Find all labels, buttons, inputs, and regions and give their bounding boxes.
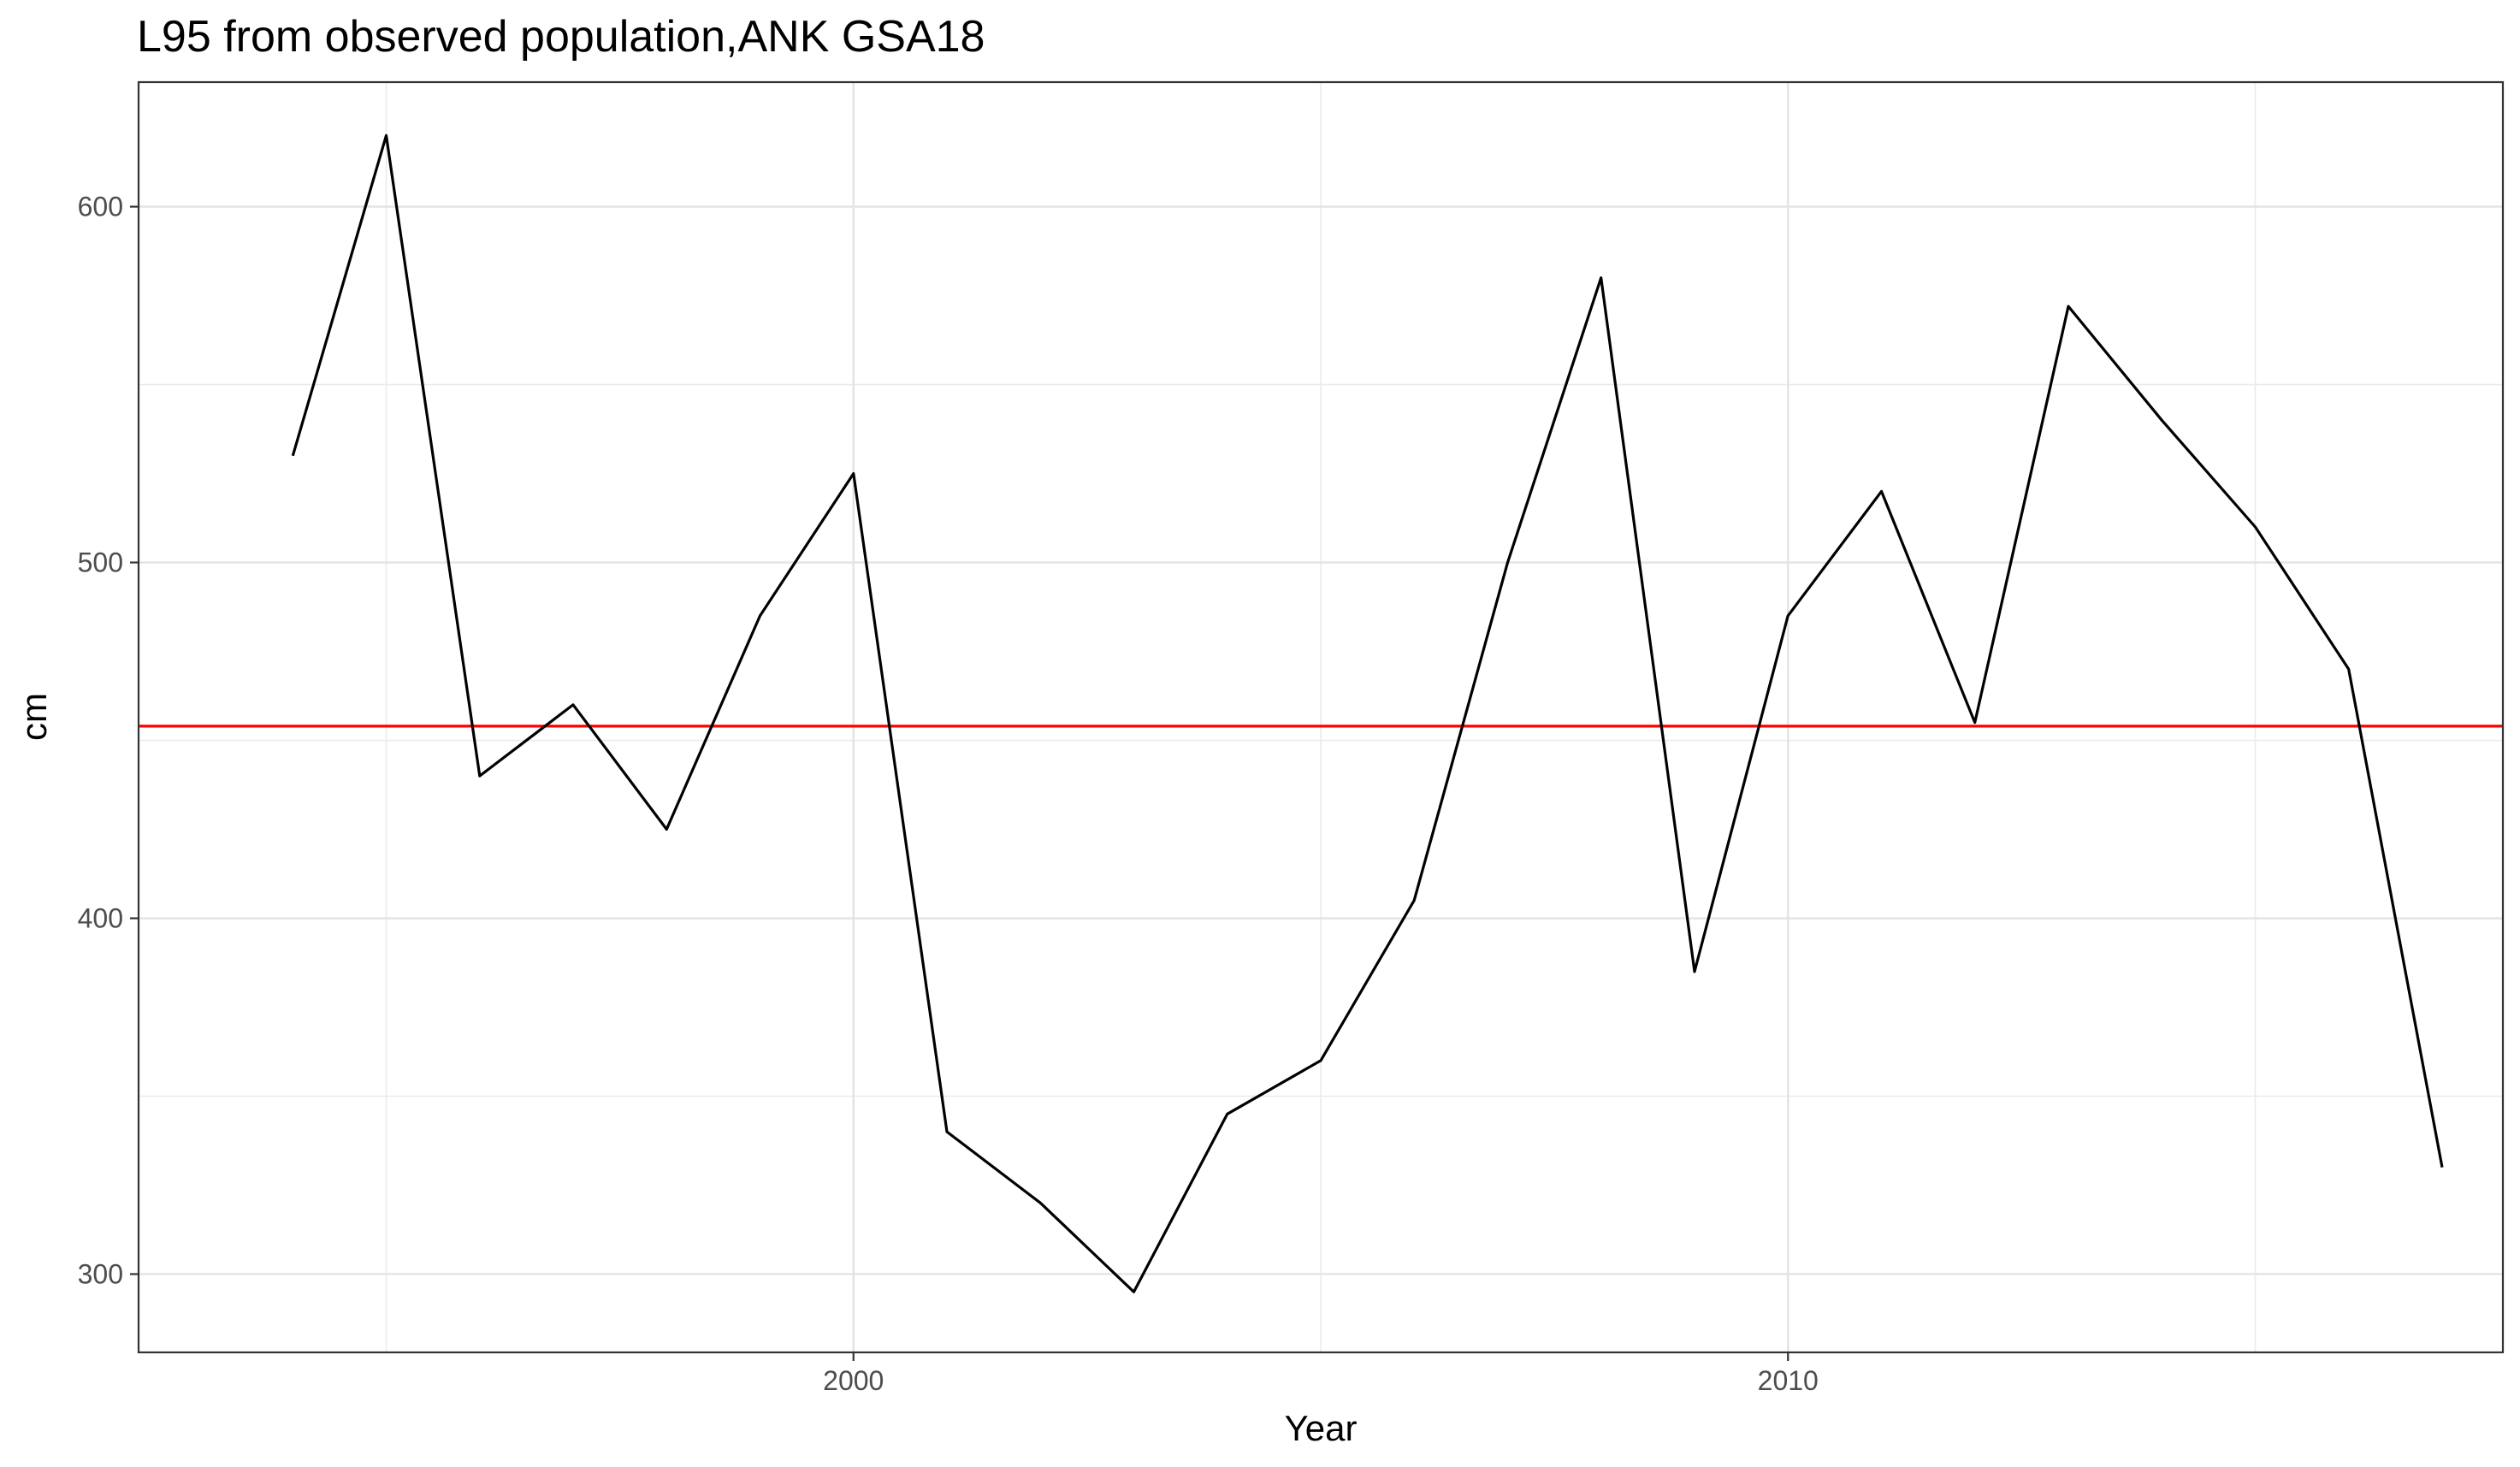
chart-title: L95 from observed population,ANK GSA18 [137,12,985,62]
y-axis-title: cm [14,693,54,741]
y-tick-label: 400 [78,903,123,934]
x-axis: 2000 2010 [823,1352,1819,1396]
series-line [291,133,2444,1293]
y-axis: 300 400 500 600 [78,192,139,1289]
x-tick-label: 2000 [823,1365,884,1396]
plot-border [137,80,2505,1354]
x-axis-title: Year [1285,1408,1358,1448]
grid-minor [139,82,2503,1352]
x-tick-label: 2010 [1758,1365,1819,1396]
y-tick-label: 300 [78,1258,123,1289]
y-tick-label: 600 [78,192,123,222]
grid-major [139,82,2503,1352]
y-tick-label: 500 [78,547,123,578]
